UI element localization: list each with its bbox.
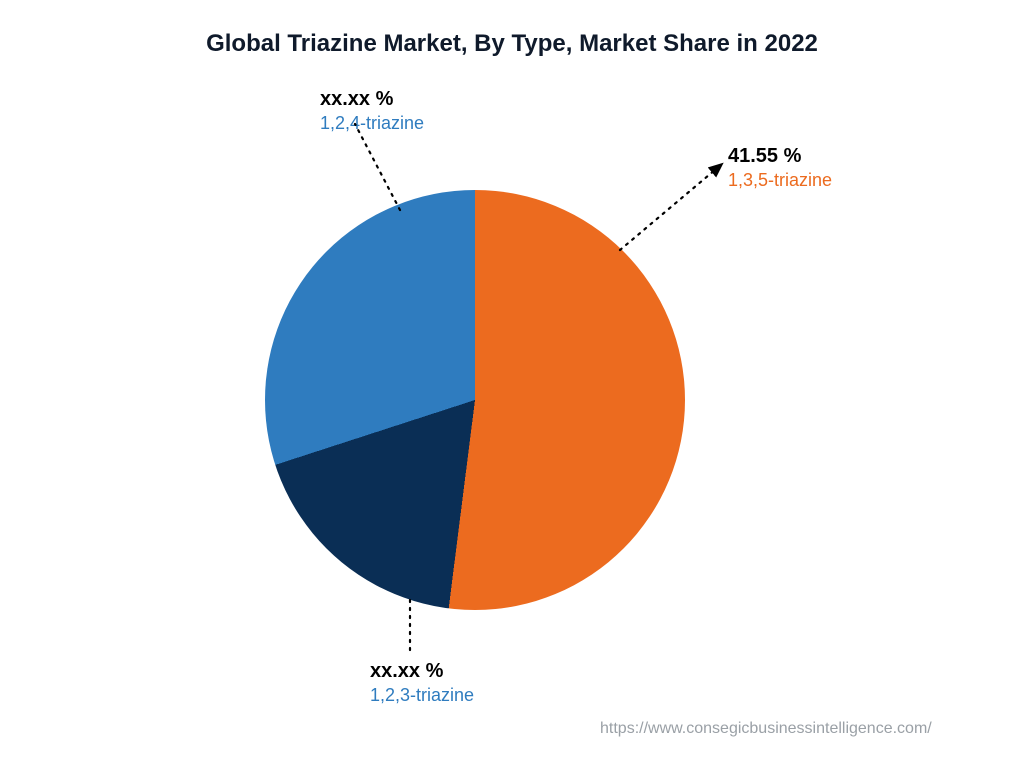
chart-title: Global Triazine Market, By Type, Market … — [0, 30, 1024, 58]
callout-123-triazine: xx.xx % 1,2,3-triazine — [370, 660, 474, 706]
callout-124-triazine: xx.xx % 1,2,4-triazine — [320, 88, 424, 134]
callout-pct-123: xx.xx % — [370, 660, 474, 683]
callout-pct-124: xx.xx % — [320, 88, 424, 111]
callout-name-124: 1,2,4-triazine — [320, 113, 424, 134]
pie-chart-wrap — [265, 190, 685, 610]
pie-chart — [265, 190, 685, 610]
callout-name-135: 1,3,5-triazine — [728, 170, 832, 191]
footer-url: https://www.consegicbusinessintelligence… — [600, 720, 932, 738]
callout-name-123: 1,2,3-triazine — [370, 685, 474, 706]
chart-container: Global Triazine Market, By Type, Market … — [0, 0, 1024, 768]
callout-pct-135: 41.55 % — [728, 145, 832, 168]
callout-135-triazine: 41.55 % 1,3,5-triazine — [728, 145, 832, 191]
